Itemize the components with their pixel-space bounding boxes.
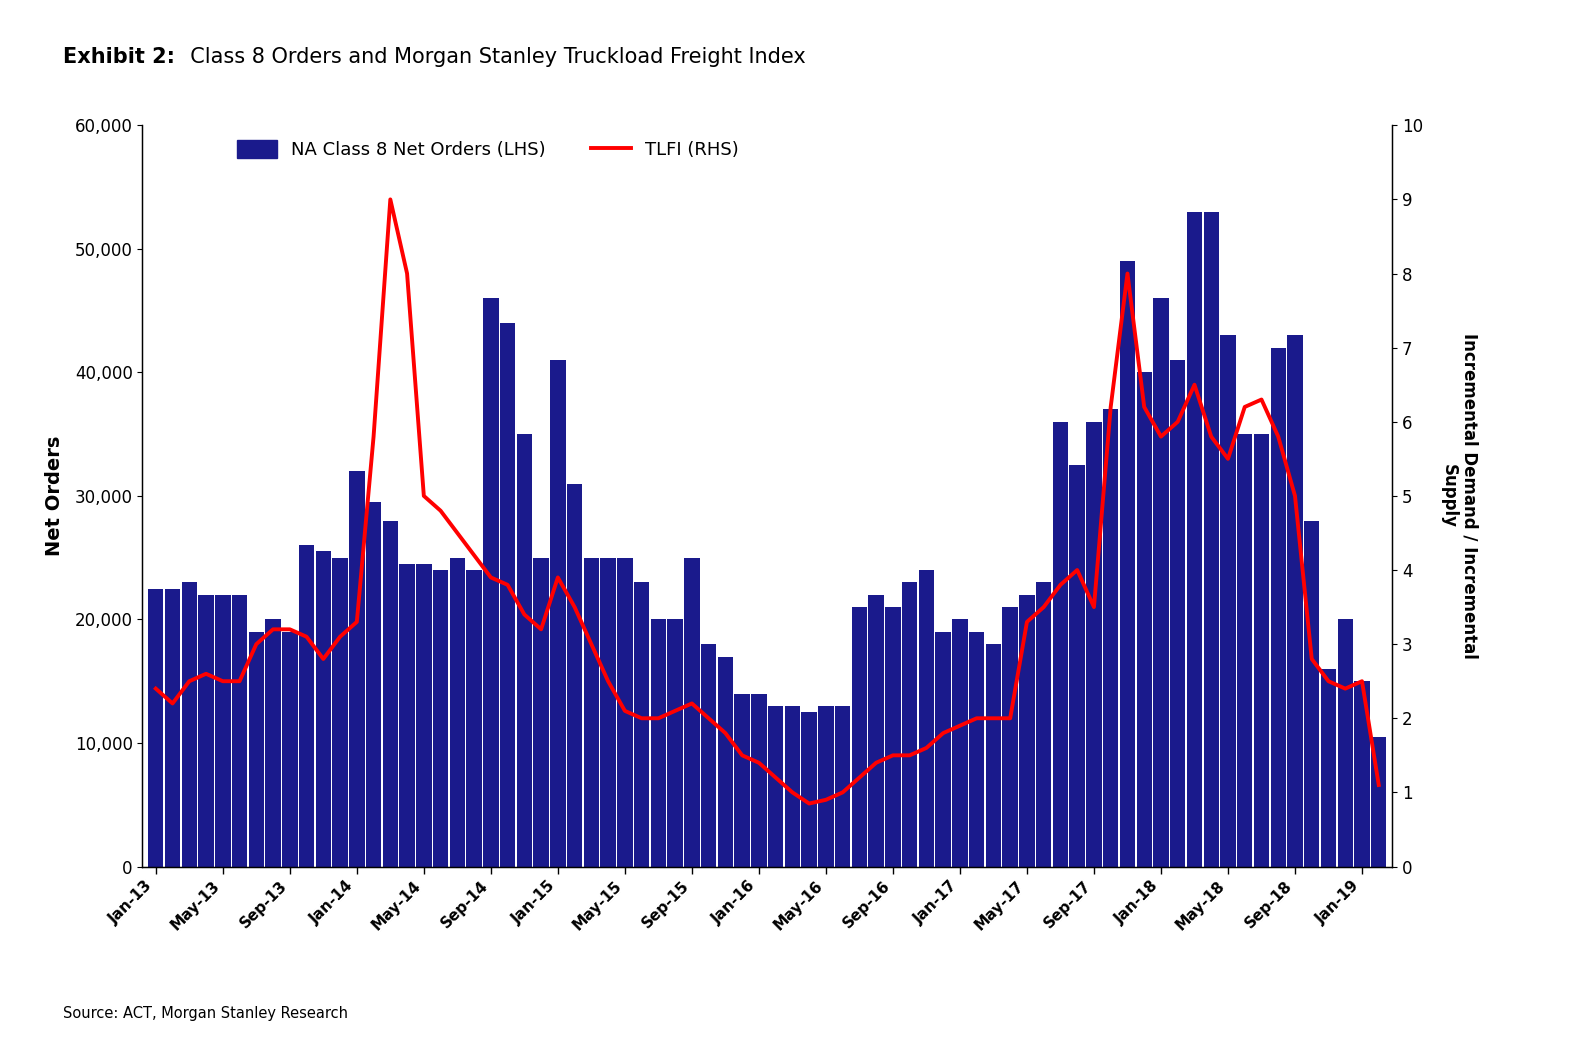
Bar xyxy=(517,434,532,867)
Bar xyxy=(1036,583,1052,867)
Bar xyxy=(1120,261,1136,867)
Bar xyxy=(902,583,918,867)
Bar xyxy=(617,557,633,867)
Bar xyxy=(299,545,315,867)
Bar xyxy=(365,502,381,867)
Bar xyxy=(919,570,933,867)
Bar xyxy=(718,657,732,867)
Bar xyxy=(1337,619,1353,867)
Bar xyxy=(1019,595,1035,867)
Bar xyxy=(1186,212,1202,867)
Bar xyxy=(1220,335,1236,867)
Bar xyxy=(233,595,247,867)
Bar xyxy=(986,644,1001,867)
Bar xyxy=(650,619,666,867)
Bar xyxy=(483,299,498,867)
Bar xyxy=(1321,669,1337,867)
Bar xyxy=(149,589,163,867)
Bar xyxy=(952,619,968,867)
Bar xyxy=(566,483,582,867)
Bar xyxy=(433,570,448,867)
Bar xyxy=(182,583,198,867)
Bar xyxy=(601,557,615,867)
Text: Class 8 Orders and Morgan Stanley Truckload Freight Index: Class 8 Orders and Morgan Stanley Truckl… xyxy=(177,47,805,67)
Text: Source: ACT, Morgan Stanley Research: Source: ACT, Morgan Stanley Research xyxy=(63,1006,348,1021)
Bar xyxy=(383,521,399,867)
Bar xyxy=(869,595,884,867)
Bar xyxy=(668,619,683,867)
Bar xyxy=(1153,299,1169,867)
Bar xyxy=(584,557,600,867)
Bar xyxy=(1354,681,1370,867)
Bar xyxy=(767,706,783,867)
Bar xyxy=(266,619,280,867)
Bar xyxy=(785,706,800,867)
Bar xyxy=(1372,737,1386,867)
Legend: NA Class 8 Net Orders (LHS), TLFI (RHS): NA Class 8 Net Orders (LHS), TLFI (RHS) xyxy=(229,133,747,166)
Bar xyxy=(1103,409,1118,867)
Bar xyxy=(701,644,717,867)
Bar xyxy=(1171,360,1185,867)
Bar xyxy=(751,693,767,867)
Bar xyxy=(282,632,297,867)
Y-axis label: Incremental Demand / Incremental
Supply: Incremental Demand / Incremental Supply xyxy=(1440,333,1479,659)
Bar xyxy=(818,706,834,867)
Bar xyxy=(1255,434,1269,867)
Bar xyxy=(332,557,348,867)
Bar xyxy=(851,607,867,867)
Bar xyxy=(1237,434,1253,867)
Bar xyxy=(802,712,816,867)
Y-axis label: Net Orders: Net Orders xyxy=(44,435,63,556)
Bar xyxy=(315,551,331,867)
Bar xyxy=(399,564,414,867)
Bar xyxy=(551,360,565,867)
Bar xyxy=(683,557,699,867)
Bar xyxy=(935,632,951,867)
Bar xyxy=(634,583,649,867)
Bar xyxy=(886,607,900,867)
Bar xyxy=(970,632,984,867)
Bar xyxy=(1204,212,1220,867)
Bar xyxy=(1003,607,1017,867)
Bar xyxy=(467,570,483,867)
Bar xyxy=(1270,348,1286,867)
Text: Exhibit 2:: Exhibit 2: xyxy=(63,47,176,67)
Bar xyxy=(500,323,516,867)
Bar xyxy=(198,595,214,867)
Bar xyxy=(215,595,231,867)
Bar xyxy=(1304,521,1319,867)
Bar xyxy=(1136,373,1152,867)
Bar xyxy=(248,632,264,867)
Bar xyxy=(350,471,364,867)
Bar xyxy=(165,589,180,867)
Bar xyxy=(1052,422,1068,867)
Bar xyxy=(835,706,851,867)
Bar xyxy=(1087,422,1101,867)
Bar xyxy=(449,557,465,867)
Bar xyxy=(734,693,750,867)
Bar xyxy=(1069,465,1085,867)
Bar xyxy=(416,564,432,867)
Bar xyxy=(533,557,549,867)
Bar xyxy=(1288,335,1302,867)
